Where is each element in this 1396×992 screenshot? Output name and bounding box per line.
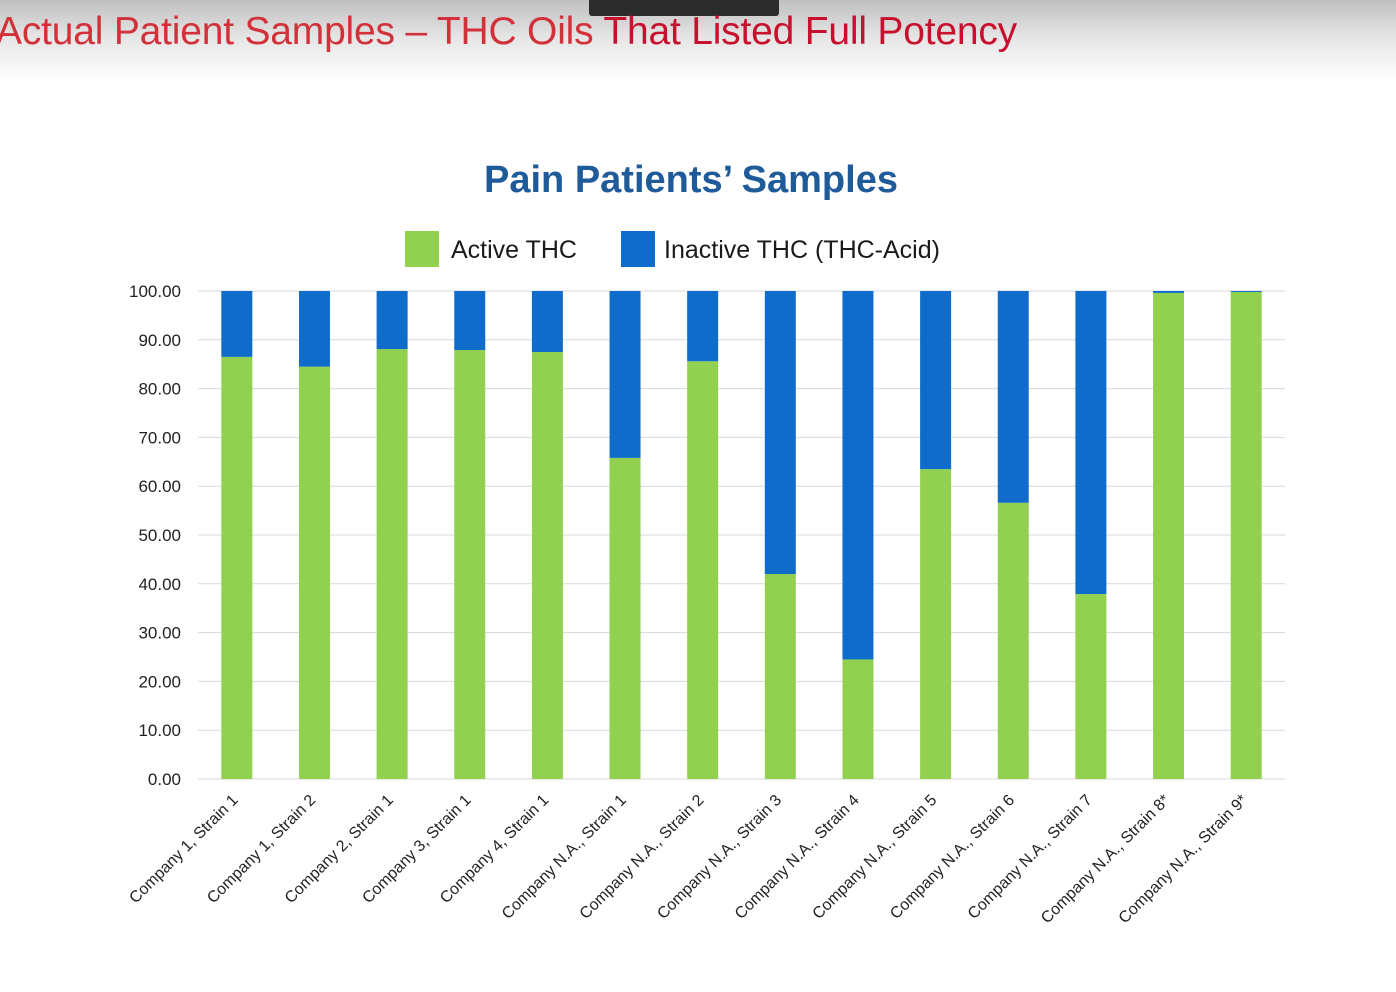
chart-gridlines <box>198 290 1285 780</box>
bar-inactive-thc <box>920 291 952 470</box>
y-tick-label: 50.00 <box>138 526 181 545</box>
x-category-label: Company N.A., Strain 2 <box>577 792 708 923</box>
y-tick-label: 10.00 <box>138 721 181 740</box>
bar-active-thc <box>687 361 719 779</box>
bar-inactive-thc <box>454 291 486 351</box>
window-top-tab <box>589 0 779 16</box>
x-category-label: Company N.A., Strain 1 <box>499 792 630 923</box>
bar-active-thc <box>920 469 952 779</box>
x-category-label: Company N.A., Strain 6 <box>887 792 1018 923</box>
bar-inactive-thc <box>1230 291 1262 292</box>
bar-active-thc <box>1230 291 1262 779</box>
chart-legend: Active THC Inactive THC (THC-Acid) <box>405 231 940 267</box>
legend-label-inactive-thc: Inactive THC (THC-Acid) <box>664 236 940 264</box>
y-tick-label: 100.00 <box>129 282 181 301</box>
x-category-label: Company N.A., Strain 5 <box>810 792 941 923</box>
bar-inactive-thc <box>531 291 563 352</box>
chart-title: Pain Patients’ Samples <box>484 159 898 201</box>
bar-inactive-thc <box>609 291 641 458</box>
y-tick-label: 80.00 <box>138 380 181 399</box>
y-tick-label: 0.00 <box>148 770 181 789</box>
x-category-label: Company N.A., Strain 7 <box>965 792 1096 923</box>
x-category-label: Company N.A., Strain 3 <box>654 792 785 923</box>
bar-inactive-thc <box>997 291 1029 503</box>
slide-title: Actual Patient Samples – THC Oils That L… <box>0 10 1017 54</box>
legend-swatch-active-thc <box>405 231 439 267</box>
y-tick-label: 60.00 <box>138 477 181 496</box>
bar-active-thc <box>842 659 874 779</box>
slide-title-part1: Actual Patient Samples – THC Oils <box>0 10 604 53</box>
bar-inactive-thc <box>376 291 408 350</box>
bar-inactive-thc <box>1075 291 1107 595</box>
x-category-label: Company N.A., Strain 8* <box>1038 792 1173 927</box>
bar-active-thc <box>376 349 408 779</box>
y-tick-label: 70.00 <box>138 428 181 447</box>
chart-bars <box>221 291 1262 779</box>
y-tick-label: 90.00 <box>138 331 181 350</box>
x-category-label: Company N.A., Strain 4 <box>732 792 863 923</box>
x-category-label: Company N.A., Strain 9* <box>1116 792 1251 927</box>
bar-inactive-thc <box>298 291 330 367</box>
bar-active-thc <box>1075 594 1107 779</box>
legend-swatch-inactive-thc <box>621 231 655 267</box>
bar-active-thc <box>454 350 486 779</box>
y-tick-label: 20.00 <box>138 672 181 691</box>
bar-active-thc <box>531 352 563 779</box>
y-tick-label: 30.00 <box>138 624 181 643</box>
legend-label-active-thc: Active THC <box>451 236 577 264</box>
slide-title-part2: That Listed Full Potency <box>603 10 1017 53</box>
bar-inactive-thc <box>764 291 796 575</box>
bar-inactive-thc <box>842 291 874 660</box>
bar-active-thc <box>997 502 1029 779</box>
bar-active-thc <box>1153 292 1185 779</box>
bar-inactive-thc <box>221 291 253 357</box>
bar-active-thc <box>221 356 253 779</box>
y-axis: 0.00 10.00 20.00 30.00 40.00 50.00 60.00 70.00 8… <box>129 282 181 789</box>
bar-active-thc <box>298 366 330 779</box>
bar-inactive-thc <box>687 291 719 362</box>
y-tick-label: 40.00 <box>138 575 181 594</box>
bar-active-thc <box>609 457 641 779</box>
bar-inactive-thc <box>1153 291 1185 293</box>
bar-active-thc <box>764 574 796 779</box>
